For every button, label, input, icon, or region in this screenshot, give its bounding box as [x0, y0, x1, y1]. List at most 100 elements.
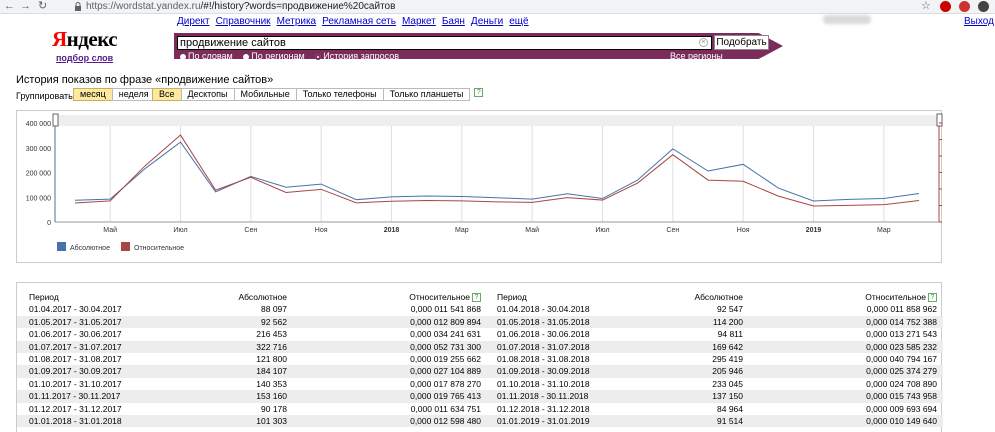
relative-cell: 0,000 015 743 958 [866, 391, 937, 402]
help-icon[interactable]: ? [928, 293, 937, 303]
yandex-logo[interactable]: Яндекс [52, 27, 118, 52]
relative-cell: 0,000 023 585 232 [866, 341, 937, 352]
table-row: 01.11.2018 - 30.11.2018 137 150 0,000 015 … [485, 390, 943, 403]
table-row: 01.06.2018 - 30.06.2018 94 811 0,000 013 2… [485, 328, 943, 340]
x-tick-label: Сен [666, 227, 679, 234]
search-button[interactable]: Подобрать [714, 35, 769, 50]
table-row: 01.05.2018 - 31.05.2018 114 200 0,000 014 … [485, 315, 943, 329]
legend-swatch [57, 242, 66, 251]
forward-icon[interactable]: → [20, 0, 31, 12]
relative-cell: 0,000 011 858 962 [866, 304, 937, 315]
period-cell: Период [29, 292, 59, 302]
all-regions-link[interactable]: Все регионы [670, 51, 723, 61]
tab-phones[interactable]: Только телефоны [295, 88, 384, 101]
absolute-cell: Абсолютное [238, 292, 287, 302]
period-cell: 01.01.2019 - 31.01.2019 [497, 415, 590, 426]
y-left-tick-label: 300 000 [26, 146, 51, 153]
star-icon[interactable]: ☆ [921, 0, 931, 12]
tab-mobile[interactable]: Мобильные [233, 88, 297, 101]
period-cell: 01.11.2017 - 30.11.2017 [29, 391, 121, 402]
table-row: 01.01.2019 - 31.01.2019 91 514 0,000 010 1… [485, 414, 943, 428]
table-row: 01.07.2017 - 31.07.2017 322 716 0,000 052 … [17, 340, 487, 353]
search-input[interactable]: продвижение сайтов × [177, 36, 712, 50]
tab-tablets[interactable]: Только планшеты [382, 88, 471, 101]
user-login[interactable] [823, 15, 871, 24]
relative-cell: Относительное? [865, 291, 937, 303]
absolute-cell: 101 303 [256, 415, 287, 426]
table-row: 01.10.2018 - 31.10.2018 233 045 0,000 024 … [485, 378, 943, 390]
relative-cell: 0,000 012 598 480 [410, 415, 481, 426]
logo-letter: Я [52, 27, 67, 51]
table-row: 01.04.2017 - 30.04.2017 88 097 0,000 011 5… [17, 303, 487, 315]
absolute-cell: 121 800 [256, 353, 287, 364]
extension-icon-2[interactable] [959, 1, 970, 12]
topnav-link[interactable]: Маркет [401, 16, 436, 27]
logout-link[interactable]: Выход [964, 16, 994, 27]
y-left-tick-label: 400 000 [26, 121, 51, 128]
scroller-handle-left [52, 113, 59, 127]
table-right: Период Абсолютное Относительное? 01.04.2018… [485, 291, 943, 428]
topnav-link[interactable]: Баян [441, 16, 465, 27]
device-tabs: Все Десктопы Мобильные Только телефоны Т… [152, 88, 484, 101]
x-tick-label: Май [103, 226, 117, 234]
absolute-cell: 205 946 [712, 366, 743, 377]
mode-by-regions[interactable]: По регионам [243, 51, 305, 61]
chart-svg: Май Июл Сен Ноя 2018 Мар Май Июл Сен Ноя 2019 Мар 0 1… [26, 113, 943, 252]
table-header: Период Абсолютное Относительное? [485, 291, 943, 303]
period-cell: 01.05.2018 - 31.05.2018 [497, 316, 590, 327]
x-tick-label: Ноя [737, 227, 750, 234]
tab-month[interactable]: месяц [73, 88, 113, 101]
table-row: 01.06.2017 - 30.06.2017 216 453 0,000 034 … [17, 328, 487, 340]
absolute-cell: 169 642 [712, 341, 743, 352]
avatar[interactable] [978, 1, 989, 12]
absolute-cell: 216 453 [256, 329, 287, 340]
period-cell: 01.10.2018 - 31.10.2018 [497, 378, 590, 389]
history-chart: Май Июл Сен Ноя 2018 Мар Май Июл Сен Ноя 2019 Мар 0 1… [16, 110, 943, 263]
topnav-link[interactable]: Справочник [215, 16, 271, 27]
scroller-handle-right [936, 113, 943, 127]
table-row: 01.12.2018 - 31.12.2018 84 964 0,000 009 6… [485, 403, 943, 415]
topnav-link[interactable]: Деньги [470, 16, 504, 27]
tab-week[interactable]: неделя [111, 88, 156, 101]
logo-subtitle[interactable]: подбор слов [56, 53, 114, 63]
x-tick-label: Мар [877, 227, 891, 234]
search-value: продвижение сайтов [180, 37, 286, 49]
mode-by-words[interactable]: По словам [180, 51, 233, 61]
browser-toolbar: ← → ↻ https://wordstat.yandex.ru/#!/hist… [0, 0, 995, 14]
absolute-cell: Абсолютное [694, 292, 743, 302]
search-mode: По словам По регионам История запросов [180, 51, 407, 61]
period-cell: 01.07.2017 - 31.07.2017 [29, 341, 122, 352]
address-bar[interactable]: https://wordstat.yandex.ru/#!/history?wo… [86, 0, 395, 13]
y-left-tick-label: 200 000 [26, 171, 51, 178]
group-by-label: Группировать по: [16, 91, 88, 101]
topnav-link[interactable]: Рекламная сеть [322, 16, 396, 27]
table-row: 01.05.2017 - 31.05.2017 92 562 0,000 012 8… [17, 315, 487, 329]
topnav-link[interactable]: ещё [509, 16, 529, 27]
table-row: 01.09.2018 - 30.09.2018 205 946 0,000 025 … [485, 365, 943, 378]
table-row: 01.10.2017 - 31.10.2017 140 353 0,000 017 … [17, 378, 487, 390]
tab-all[interactable]: Все [152, 88, 182, 101]
mode-history[interactable]: История запросов [315, 51, 399, 61]
absolute-cell: 84 964 [717, 403, 743, 414]
series-line-absolute [74, 141, 920, 202]
absolute-cell: 184 107 [256, 366, 287, 377]
extension-icon[interactable] [940, 1, 951, 12]
relative-cell: 0,000 025 374 279 [866, 366, 937, 377]
absolute-cell: 92 547 [717, 304, 743, 315]
period-cell: 01.12.2018 - 31.12.2018 [497, 403, 590, 414]
tab-desktops[interactable]: Десктопы [180, 88, 235, 101]
chart-scroller [55, 115, 939, 126]
topnav-link[interactable]: Метрика [276, 16, 317, 27]
topnav-link[interactable]: Директ [177, 16, 210, 27]
back-icon[interactable]: ← [4, 0, 15, 12]
reload-icon[interactable]: ↻ [38, 0, 48, 12]
period-cell: 01.06.2018 - 30.06.2018 [497, 329, 590, 340]
table-header: Период Абсолютное Относительное? [17, 291, 487, 303]
table-row: 01.07.2018 - 31.07.2018 169 642 0,000 023 … [485, 340, 943, 353]
help-icon[interactable]: ? [472, 293, 481, 303]
clear-icon[interactable]: × [699, 38, 708, 47]
help-icon[interactable]: ? [474, 88, 484, 97]
relative-cell: 0,000 017 878 270 [410, 378, 481, 389]
y-left-tick-label: 100 000 [26, 195, 51, 202]
relative-cell: 0,000 027 104 889 [410, 366, 481, 377]
